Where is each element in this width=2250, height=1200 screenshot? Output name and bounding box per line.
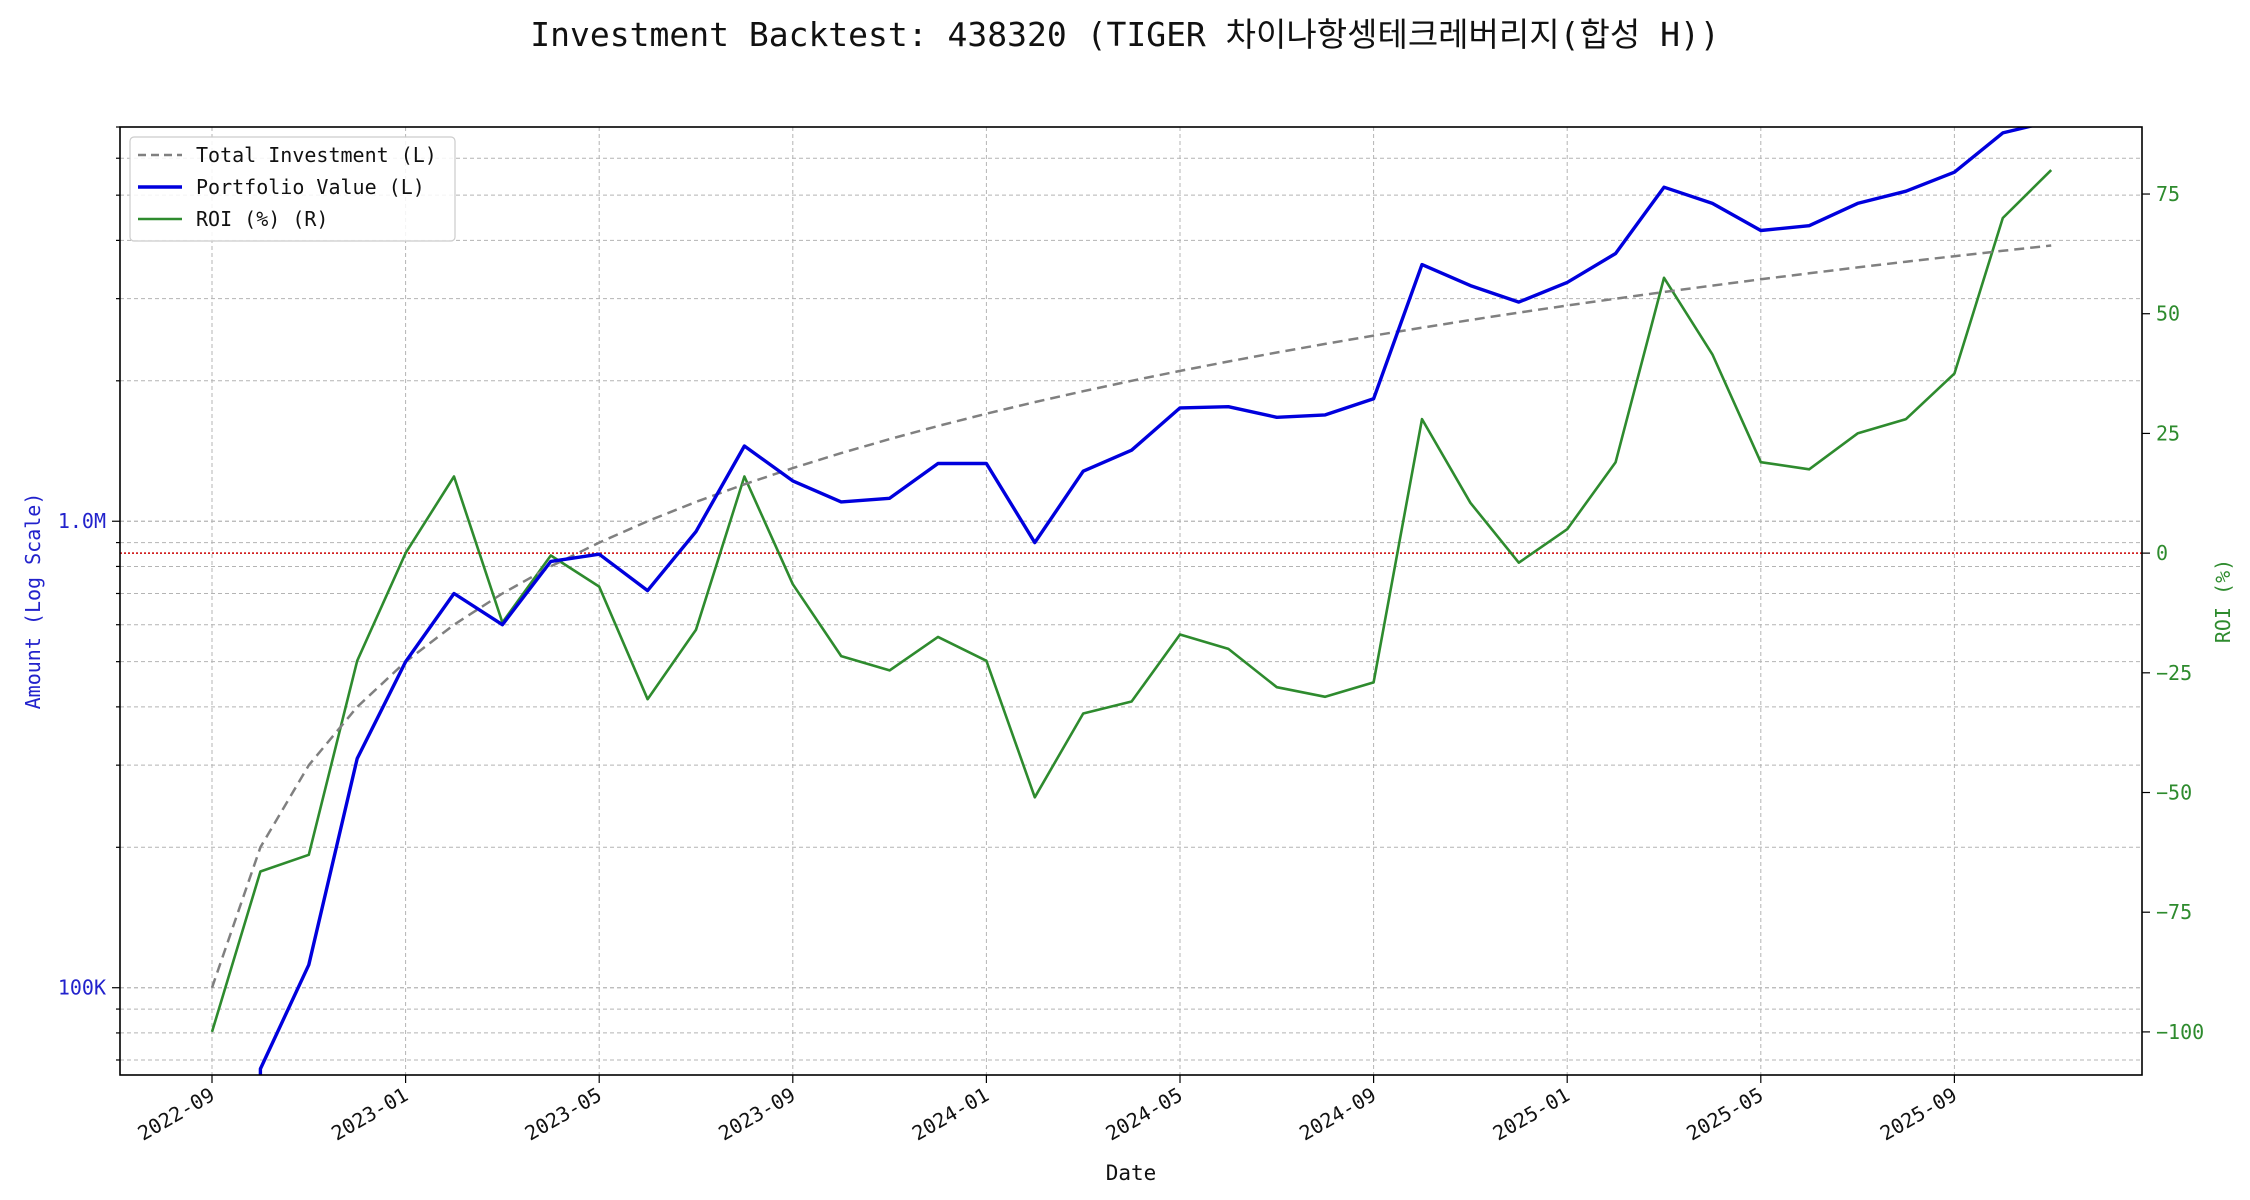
y-left-tick-label: 100K xyxy=(58,976,106,1000)
legend-entry-label: Total Investment (L) xyxy=(196,143,437,167)
y-right-tick-label: 0 xyxy=(2156,541,2168,565)
y-left-tick-label: 1.0M xyxy=(58,509,106,533)
series-layer xyxy=(210,127,2053,1075)
x-tick-label: 2025-09 xyxy=(1876,1083,1961,1146)
x-tick-label: 2023-09 xyxy=(714,1083,799,1146)
y-axis-left-label: Amount (Log Scale) xyxy=(21,493,45,710)
axes-layer: 100K 1.0M −100 −75 −50 −25 0 25 50 75 2022-09 2023-… xyxy=(58,126,2204,1146)
x-tick-label: 2023-01 xyxy=(327,1083,412,1146)
legend-box xyxy=(129,136,456,242)
y-right-tick-label: −75 xyxy=(2156,900,2192,924)
series-line-roi-r xyxy=(210,169,2053,1033)
x-tick-label: 2024-01 xyxy=(908,1083,993,1146)
y-right-tick-label: −50 xyxy=(2156,781,2192,805)
x-tick-label: 2025-05 xyxy=(1682,1083,1767,1146)
series-line-portfolio-value-l xyxy=(258,127,2035,1075)
x-tick-label: 2024-05 xyxy=(1101,1083,1186,1146)
legend: Total Investment (L) Portfolio Value (L) R… xyxy=(129,136,456,242)
y-right-tick-label: −100 xyxy=(2156,1020,2204,1044)
y-axis-right-label: ROI (%) xyxy=(2211,559,2235,643)
plot-frame xyxy=(119,126,2143,1076)
y-right-tick-label: 25 xyxy=(2156,421,2180,445)
series-line-total-investment-l xyxy=(210,244,2052,989)
y-right-tick-label: 50 xyxy=(2156,302,2180,326)
grid-layer xyxy=(120,126,2142,1075)
x-tick-label: 2025-01 xyxy=(1489,1083,1574,1146)
y-right-tick-label: 75 xyxy=(2156,182,2180,206)
x-tick-label: 2022-09 xyxy=(133,1083,218,1146)
x-axis-label: Date xyxy=(1106,1161,1157,1185)
chart-title: Investment Backtest: 438320 (TIGER 차이나항셍… xyxy=(530,15,1719,54)
legend-entry-label: ROI (%) (R) xyxy=(196,207,328,231)
x-tick-label: 2023-05 xyxy=(521,1083,606,1146)
legend-entry-label: Portfolio Value (L) xyxy=(196,175,425,199)
y-right-tick-label: −25 xyxy=(2156,661,2192,685)
x-tick-label: 2024-09 xyxy=(1295,1083,1380,1146)
